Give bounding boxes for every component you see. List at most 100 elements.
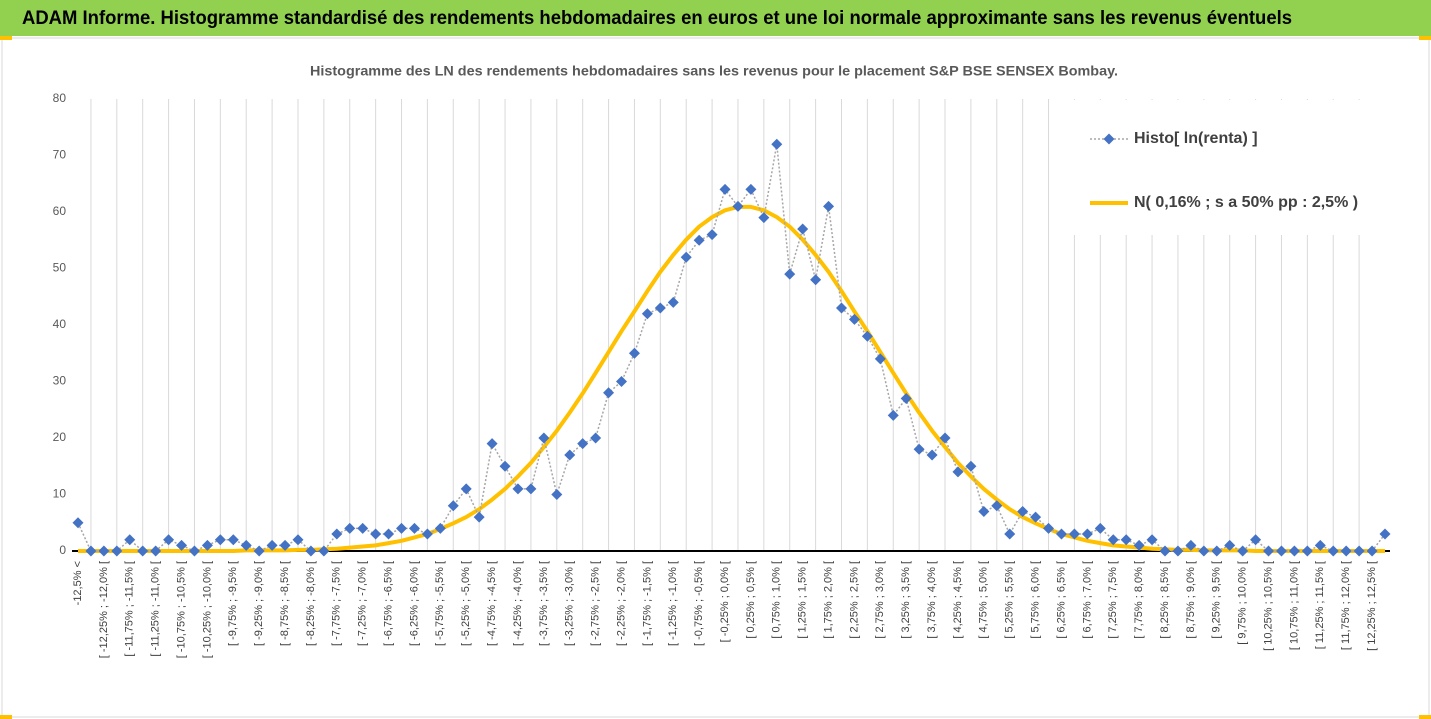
header-title: ADAM Informe. Histogramme standardisé de… — [22, 8, 1292, 29]
legend-label: Histo[ ln(renta) ] — [1134, 130, 1258, 147]
data-point — [1159, 545, 1171, 557]
data-point — [1327, 545, 1339, 557]
data-point — [214, 534, 226, 546]
x-tick-label: [ -3,25% ; -3,0% [ — [564, 561, 576, 646]
data-point — [357, 522, 369, 534]
y-tick-label: 0 — [59, 543, 66, 557]
data-point — [874, 353, 886, 365]
x-tick-label: [ 8,25% ; 8,5% [ — [1159, 561, 1171, 639]
x-tick-label: [ 4,25% ; 4,5% [ — [952, 561, 964, 639]
x-tick-label: [ 1,75% ; 2,0% [ — [822, 561, 834, 639]
data-point — [861, 330, 873, 342]
data-point — [913, 443, 925, 455]
chart-title: Histogramme des LN des rendements hebdom… — [310, 63, 1118, 79]
x-tick-label: [ -2,25% ; -2,0% [ — [615, 561, 627, 646]
data-point — [706, 229, 718, 241]
x-tick-label: [ 3,75% ; 4,0% [ — [926, 561, 938, 639]
data-point — [1263, 545, 1275, 557]
data-point — [396, 522, 408, 534]
data-point — [1340, 545, 1352, 557]
x-tick-label: [ -11,75% ; -11,5% [ — [124, 561, 136, 657]
x-tick-label: [ 11,75% ; 12,0% [ — [1340, 561, 1352, 650]
data-point — [1288, 545, 1300, 557]
x-tick-label: [ 5,25% ; 5,5% [ — [1004, 561, 1016, 639]
corner-marks — [0, 36, 1431, 719]
data-point — [1094, 522, 1106, 534]
chart-frame — [1, 37, 1430, 718]
data-point — [253, 545, 265, 557]
data-point — [188, 545, 200, 557]
data-point — [111, 545, 123, 557]
data-point — [1353, 545, 1365, 557]
data-point — [512, 483, 524, 495]
data-point — [150, 545, 162, 557]
data-point — [616, 376, 628, 387]
data-point — [318, 545, 330, 557]
x-tick-label: [ 9,25% ; 9,5% [ — [1211, 561, 1223, 639]
data-point — [1379, 528, 1391, 540]
x-tick-label: [ 2,25% ; 2,5% [ — [848, 561, 860, 639]
data-point — [370, 528, 382, 540]
x-tick-label: [ -7,25% ; -7,0% [ — [357, 561, 369, 646]
data-point — [1133, 539, 1145, 551]
data-point — [408, 522, 420, 534]
x-tick-label: [ 6,25% ; 6,5% [ — [1055, 561, 1067, 639]
data-point — [1107, 534, 1119, 546]
x-tick-label: [ 11,25% ; 11,5% [ — [1314, 561, 1326, 649]
x-tick-label: [ 8,75% ; 9,0% [ — [1185, 561, 1197, 639]
x-tick-label: [ 4,75% ; 5,0% [ — [978, 561, 990, 639]
x-tick-label: [ 9,75% ; 10,0% [ — [1237, 561, 1249, 645]
x-tick-label: [ -1,75% ; -1,5% [ — [641, 561, 653, 646]
data-point — [176, 539, 188, 551]
data-point — [460, 483, 472, 495]
data-point — [693, 234, 705, 246]
x-tick-label: [ -12,25% ; -12,0% [ — [98, 561, 110, 658]
data-point — [564, 449, 576, 461]
x-tick-label: [ 2,75% ; 3,0% [ — [874, 561, 886, 639]
x-tick-label: [ -6,75% ; -6,5% [ — [382, 561, 394, 646]
data-point — [85, 545, 97, 557]
data-point — [305, 545, 317, 557]
data-point — [887, 409, 899, 421]
x-tick-label: [ 10,25% ; 10,5% [ — [1262, 561, 1274, 651]
data-point — [201, 539, 213, 551]
y-tick-label: 20 — [53, 430, 67, 444]
legend-label: N( 0,16% ; s a 50% pp : 2,5% ) — [1134, 194, 1358, 211]
data-point — [227, 534, 239, 546]
data-point — [835, 302, 847, 314]
x-tick-label: [ -2,75% ; -2,5% [ — [590, 561, 602, 646]
data-point — [939, 432, 951, 444]
x-tick-label: [ 1,25% ; 1,5% [ — [797, 561, 809, 639]
data-point — [823, 200, 835, 212]
data-point — [137, 545, 149, 557]
x-tick-label: [ -9,25% ; -9,0% [ — [253, 561, 265, 646]
x-tick-label: [ -6,25% ; -6,0% [ — [408, 561, 420, 646]
data-point — [1275, 545, 1287, 557]
data-point — [771, 138, 783, 150]
x-tick-label: -12,5% < — [72, 561, 84, 605]
data-point — [124, 534, 136, 546]
data-point — [848, 313, 860, 325]
x-tick-label: [ 7,25% ; 7,5% [ — [1107, 561, 1119, 639]
x-tick-label: [ -8,25% ; -8,0% [ — [305, 561, 317, 646]
data-point — [965, 460, 977, 472]
x-tick-label: [ -0,75% ; -0,5% [ — [693, 561, 705, 646]
header-banner — [0, 0, 1431, 36]
x-tick-label: [ -9,75% ; -9,5% [ — [227, 561, 239, 646]
data-point — [72, 517, 84, 529]
data-point — [1120, 534, 1132, 546]
data-point — [680, 251, 692, 263]
x-tick-label: [ -10,75% ; -10,5% [ — [175, 561, 187, 658]
data-point — [98, 545, 110, 557]
x-tick-label: [ 0,75% ; 1,0% [ — [771, 561, 783, 639]
data-point — [473, 511, 485, 523]
legend-marker — [1103, 133, 1115, 145]
data-point — [1068, 528, 1080, 540]
x-tick-label: [ -10,25% ; -10,0% [ — [201, 561, 213, 658]
x-tick-label: [ -11,25% ; -11,0% [ — [150, 561, 162, 657]
data-point — [331, 528, 343, 540]
y-tick-label: 80 — [53, 91, 67, 105]
data-point — [1081, 528, 1093, 540]
data-point — [978, 505, 990, 517]
y-tick-label: 70 — [53, 148, 67, 162]
